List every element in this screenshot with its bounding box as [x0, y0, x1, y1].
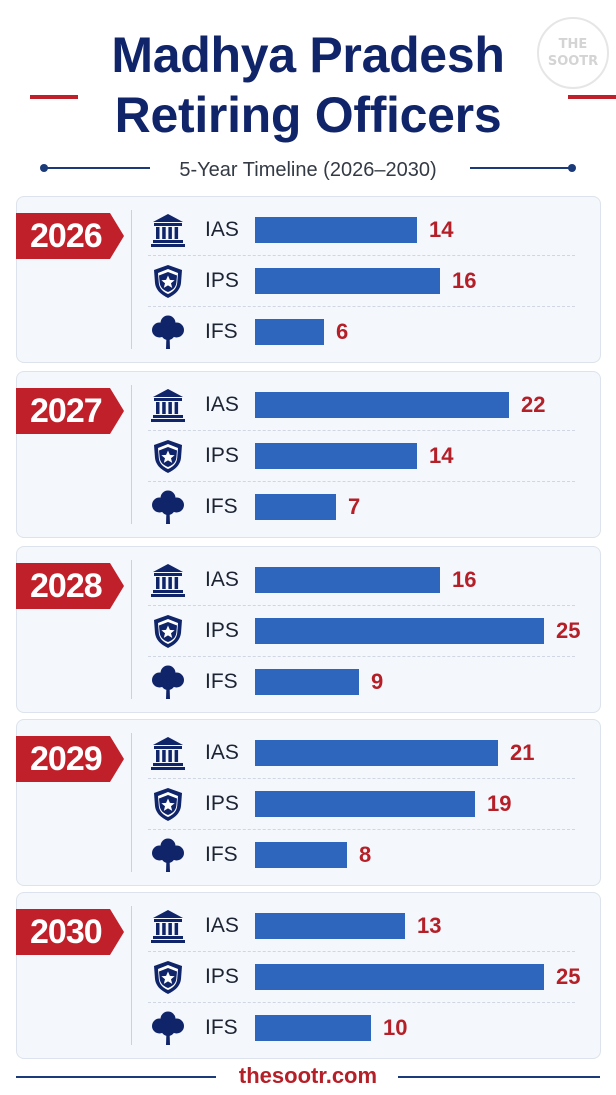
value-label-2028-ias: 16: [452, 567, 477, 592]
service-label-ifs: IFS: [205, 320, 238, 343]
value-label-2030-ifs: 10: [383, 1015, 408, 1040]
page-title-line1: Madhya Pradesh: [111, 27, 505, 83]
service-label-ips: IPS: [205, 444, 239, 467]
value-label-2028-ips: 25: [556, 618, 581, 643]
value-label-2029-ifs: 8: [359, 842, 372, 867]
subtitle-dot-right: [568, 164, 576, 172]
row-separator: [148, 1002, 575, 1003]
sootr-logo: THE SOOTR: [537, 17, 609, 89]
building-icon: [150, 387, 186, 423]
tree-icon: [150, 489, 186, 525]
footer-rule-right: [398, 1076, 600, 1078]
row-separator: [148, 430, 575, 431]
shield-star-icon: [150, 613, 186, 649]
tree-icon: [150, 664, 186, 700]
service-label-ias: IAS: [205, 914, 239, 937]
service-label-ifs: IFS: [205, 1016, 238, 1039]
title-accent-left: [30, 95, 78, 99]
value-label-2030-ips: 25: [556, 964, 581, 989]
bar-2029-ias: [255, 740, 498, 766]
row-separator: [148, 829, 575, 830]
bar-2028-ifs: [255, 669, 359, 695]
value-label-2026-ips: 16: [452, 268, 477, 293]
row-separator: [148, 951, 575, 952]
bar-2030-ips: [255, 964, 544, 990]
row-separator: [148, 481, 575, 482]
bar-2026-ips: [255, 268, 440, 294]
service-label-ips: IPS: [205, 965, 239, 988]
value-label-2028-ifs: 9: [371, 669, 384, 694]
footer-rule-left: [16, 1076, 216, 1078]
service-label-ifs: IFS: [205, 670, 238, 693]
shield-star-icon: [150, 438, 186, 474]
bar-2026-ifs: [255, 319, 324, 345]
service-label-ias: IAS: [205, 568, 239, 591]
year-card-divider: [131, 560, 132, 699]
title-accent-right: [568, 95, 616, 99]
shield-star-icon: [150, 959, 186, 995]
value-label-2026-ifs: 6: [336, 319, 349, 344]
year-tag-2027: 2027: [16, 388, 124, 434]
value-label-2027-ips: 14: [429, 443, 454, 468]
bar-2028-ips: [255, 618, 544, 644]
service-label-ips: IPS: [205, 619, 239, 642]
subtitle-rule-right: [470, 167, 572, 169]
page-title-line2: Retiring Officers: [114, 87, 502, 143]
value-label-2026-ias: 14: [429, 217, 454, 242]
footer-site: thesootr.com: [238, 1063, 378, 1088]
building-icon: [150, 735, 186, 771]
tree-icon: [150, 314, 186, 350]
bar-2029-ifs: [255, 842, 347, 868]
year-card-divider: [131, 906, 132, 1045]
value-label-2029-ias: 21: [510, 740, 535, 765]
row-separator: [148, 778, 575, 779]
service-label-ias: IAS: [205, 741, 239, 764]
tree-icon: [150, 1010, 186, 1046]
value-label-2027-ifs: 7: [348, 494, 361, 519]
building-icon: [150, 212, 186, 248]
building-icon: [150, 908, 186, 944]
row-separator: [148, 255, 575, 256]
shield-star-icon: [150, 263, 186, 299]
bar-2028-ias: [255, 567, 440, 593]
service-label-ifs: IFS: [205, 843, 238, 866]
bar-2027-ias: [255, 392, 509, 418]
service-label-ias: IAS: [205, 218, 239, 241]
bar-2030-ifs: [255, 1015, 371, 1041]
year-tag-2028: 2028: [16, 563, 124, 609]
value-label-2030-ias: 13: [417, 913, 442, 938]
subtitle: 5-Year Timeline (2026–2030): [179, 159, 437, 181]
row-separator: [148, 605, 575, 606]
row-separator: [148, 656, 575, 657]
value-label-2029-ips: 19: [487, 791, 512, 816]
year-tag-2030: 2030: [16, 909, 124, 955]
service-label-ips: IPS: [205, 792, 239, 815]
building-icon: [150, 562, 186, 598]
shield-star-icon: [150, 786, 186, 822]
bar-2026-ias: [255, 217, 417, 243]
year-tag-2026: 2026: [16, 213, 124, 259]
year-card-divider: [131, 733, 132, 872]
subtitle-rule-left: [44, 167, 150, 169]
year-card-divider: [131, 385, 132, 524]
bar-2029-ips: [255, 791, 475, 817]
tree-icon: [150, 837, 186, 873]
service-label-ips: IPS: [205, 269, 239, 292]
bar-2027-ips: [255, 443, 417, 469]
row-separator: [148, 306, 575, 307]
service-label-ifs: IFS: [205, 495, 238, 518]
service-label-ias: IAS: [205, 393, 239, 416]
year-card-divider: [131, 210, 132, 349]
value-label-2027-ias: 22: [521, 392, 546, 417]
logo-text: THE SOOTR: [547, 37, 599, 69]
year-tag-2029: 2029: [16, 736, 124, 782]
bar-2030-ias: [255, 913, 405, 939]
bar-2027-ifs: [255, 494, 336, 520]
